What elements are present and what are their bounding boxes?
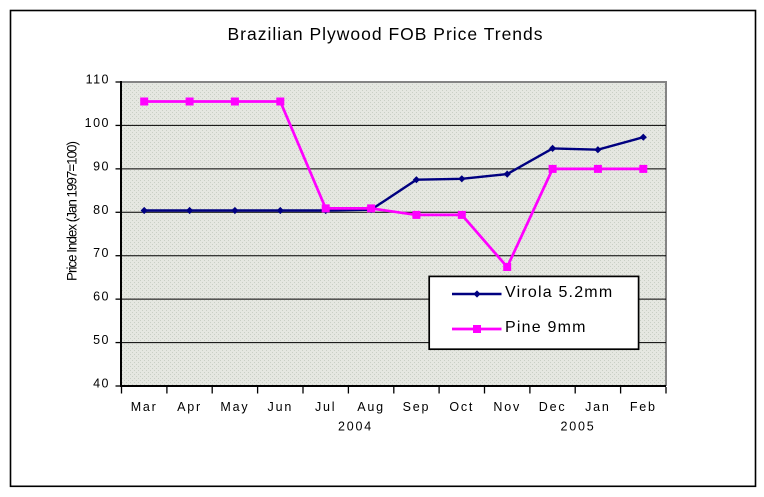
svg-text:Mar: Mar — [131, 400, 158, 414]
svg-text:Feb: Feb — [630, 400, 657, 414]
svg-text:Pine 9mm: Pine 9mm — [505, 319, 587, 336]
svg-text:Jun: Jun — [268, 400, 294, 414]
svg-text:Sep: Sep — [403, 400, 431, 414]
svg-text:May: May — [220, 400, 249, 414]
svg-text:Price Index (Jan 1997=100): Price Index (Jan 1997=100) — [65, 142, 80, 281]
svg-text:Apr: Apr — [177, 400, 202, 414]
svg-text:80: 80 — [93, 203, 110, 217]
svg-text:110: 110 — [86, 73, 110, 87]
svg-text:Jan: Jan — [585, 400, 611, 414]
svg-text:2004: 2004 — [338, 420, 373, 434]
svg-text:90: 90 — [93, 159, 110, 173]
svg-text:Virola 5.2mm: Virola 5.2mm — [505, 284, 613, 301]
svg-text:50: 50 — [93, 333, 110, 347]
svg-text:100: 100 — [85, 116, 110, 130]
svg-text:2005: 2005 — [560, 420, 595, 434]
svg-text:Nov: Nov — [493, 400, 521, 414]
svg-text:40: 40 — [93, 377, 110, 391]
svg-text:60: 60 — [93, 290, 110, 304]
svg-text:Aug: Aug — [357, 400, 385, 414]
svg-text:Brazilian Plywood FOB Price Tr: Brazilian Plywood FOB Price Trends — [227, 24, 543, 44]
svg-text:Dec: Dec — [539, 400, 567, 414]
svg-text:70: 70 — [93, 246, 110, 260]
svg-text:Jul: Jul — [315, 400, 336, 414]
svg-text:Oct: Oct — [449, 400, 474, 414]
